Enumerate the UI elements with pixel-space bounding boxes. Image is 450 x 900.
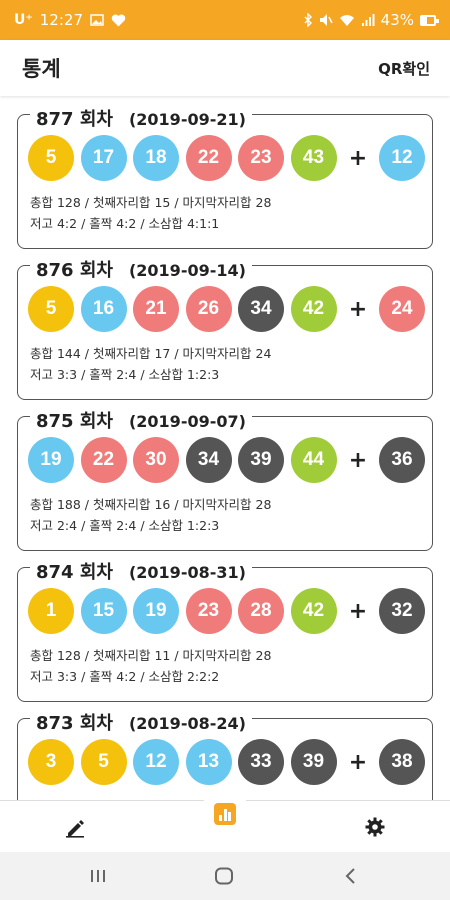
plus-sign: + bbox=[348, 447, 368, 473]
page-title: 통계 bbox=[22, 57, 61, 81]
round-header: 876 회차 (2019-09-14) bbox=[30, 256, 252, 282]
round-header: 874 회차 (2019-08-31) bbox=[30, 558, 252, 584]
qr-check-button[interactable]: QR확인 bbox=[378, 59, 430, 78]
round-list[interactable]: 877 회차 (2019-09-21) 5 17 18 22 23 43 +12 총합 128 /… bbox=[0, 96, 450, 800]
bluetooth-icon bbox=[303, 13, 313, 27]
pencil-icon[interactable] bbox=[62, 815, 88, 839]
round-number: 876 회차 bbox=[36, 260, 113, 281]
ball-row: 3 5 12 13 33 39 +38 bbox=[28, 739, 432, 785]
lotto-ball: 44 bbox=[290, 437, 337, 483]
lotto-ball: 5 bbox=[28, 135, 74, 181]
stats-tab-button[interactable] bbox=[200, 789, 250, 839]
lotto-ball: 39 bbox=[290, 739, 337, 785]
back-icon[interactable] bbox=[340, 866, 360, 886]
image-icon bbox=[90, 14, 104, 26]
lotto-ball: 34 bbox=[238, 286, 284, 332]
recent-apps-icon[interactable] bbox=[88, 866, 108, 886]
round-number: 877 회차 bbox=[36, 109, 113, 130]
round-header: 875 회차 (2019-09-07) bbox=[30, 407, 252, 433]
lotto-ball: 17 bbox=[80, 135, 127, 181]
status-left: U⁺ 12:27 bbox=[14, 11, 126, 29]
round-number: 873 회차 bbox=[36, 713, 113, 734]
heart-icon bbox=[111, 14, 126, 27]
wifi-icon bbox=[339, 14, 355, 27]
stat-summary-line: 총합 128 / 첫째자리합 15 / 마지막자리합 28 bbox=[30, 195, 272, 210]
bonus-ball: 38 bbox=[379, 739, 425, 785]
round-date: (2019-08-31) bbox=[128, 563, 246, 582]
stat-ratio-line: 저고 4:2 / 홀짝 4:2 / 소삼합 4:1:1 bbox=[30, 216, 220, 231]
lotto-ball: 30 bbox=[133, 437, 179, 483]
battery-icon bbox=[420, 14, 439, 26]
status-right: 43% bbox=[303, 11, 439, 29]
lotto-ball: 1 bbox=[28, 588, 74, 634]
round-number: 875 회차 bbox=[36, 411, 113, 432]
bar-chart-icon bbox=[214, 803, 236, 825]
round-number: 874 회차 bbox=[36, 562, 113, 583]
lotto-ball: 23 bbox=[238, 135, 284, 181]
plus-sign: + bbox=[348, 145, 368, 171]
status-time: 12:27 bbox=[39, 11, 83, 29]
ball-row: 19 22 30 34 39 44 +36 bbox=[28, 437, 432, 483]
bottom-nav bbox=[0, 789, 450, 852]
app-bar: 통계 QR확인 bbox=[0, 40, 450, 96]
lotto-ball: 16 bbox=[80, 286, 127, 332]
round-date: (2019-08-24) bbox=[128, 714, 246, 733]
ball-row: 5 16 21 26 34 42 +24 bbox=[28, 286, 432, 332]
round-card[interactable]: 875 회차 (2019-09-07) 19 22 30 34 39 44 +36 총합 188 … bbox=[17, 407, 433, 551]
lotto-ball: 23 bbox=[185, 588, 232, 634]
system-nav bbox=[0, 852, 450, 900]
plus-sign: + bbox=[348, 296, 368, 322]
round-card[interactable]: 876 회차 (2019-09-14) 5 16 21 26 34 42 +24 총합 144 /… bbox=[17, 256, 433, 400]
signal-icon bbox=[361, 13, 375, 27]
lotto-ball: 19 bbox=[133, 588, 179, 634]
round-card[interactable]: 873 회차 (2019-08-24) 3 5 12 13 33 39 +38 bbox=[17, 709, 433, 800]
lotto-ball: 22 bbox=[80, 437, 127, 483]
lotto-ball: 26 bbox=[185, 286, 232, 332]
bonus-ball: 24 bbox=[379, 286, 425, 332]
lotto-ball: 5 bbox=[28, 286, 74, 332]
lotto-ball: 39 bbox=[238, 437, 284, 483]
lotto-ball: 3 bbox=[28, 739, 74, 785]
bonus-ball: 32 bbox=[379, 588, 425, 634]
stat-summary-line: 총합 144 / 첫째자리합 17 / 마지막자리합 24 bbox=[30, 346, 272, 361]
lotto-ball: 15 bbox=[80, 588, 127, 634]
lotto-ball: 43 bbox=[290, 135, 337, 181]
round-date: (2019-09-07) bbox=[128, 412, 246, 431]
lotto-ball: 12 bbox=[133, 739, 179, 785]
lotto-ball: 22 bbox=[185, 135, 232, 181]
plus-sign: + bbox=[348, 749, 368, 775]
home-icon[interactable] bbox=[213, 866, 235, 886]
round-card[interactable]: 874 회차 (2019-08-31) 1 15 19 23 28 42 +32 총합 128 /… bbox=[17, 558, 433, 702]
gear-icon[interactable] bbox=[362, 815, 388, 839]
round-header: 873 회차 (2019-08-24) bbox=[30, 709, 252, 735]
stat-summary-line: 총합 128 / 첫째자리합 11 / 마지막자리합 28 bbox=[30, 648, 272, 663]
ball-row: 5 17 18 22 23 43 +12 bbox=[28, 135, 432, 181]
battery-percent: 43% bbox=[380, 11, 414, 29]
round-header: 877 회차 (2019-09-21) bbox=[30, 105, 252, 131]
lotto-ball: 21 bbox=[133, 286, 179, 332]
lotto-ball: 28 bbox=[238, 588, 284, 634]
stat-ratio-line: 저고 3:3 / 홀짝 4:2 / 소삼합 2:2:2 bbox=[30, 669, 220, 684]
lotto-ball: 42 bbox=[290, 286, 337, 332]
lotto-ball: 5 bbox=[80, 739, 127, 785]
stat-ratio-line: 저고 2:4 / 홀짝 2:4 / 소삼합 1:2:3 bbox=[30, 518, 220, 533]
plus-sign: + bbox=[348, 598, 368, 624]
round-card[interactable]: 877 회차 (2019-09-21) 5 17 18 22 23 43 +12 총합 128 /… bbox=[17, 105, 433, 249]
status-bar: U⁺ 12:27 43% bbox=[0, 0, 450, 40]
stat-ratio-line: 저고 3:3 / 홀짝 2:4 / 소삼합 1:2:3 bbox=[30, 367, 220, 382]
bonus-ball: 36 bbox=[379, 437, 425, 483]
lotto-ball: 13 bbox=[185, 739, 232, 785]
carrier-label: U⁺ bbox=[14, 12, 33, 28]
round-date: (2019-09-21) bbox=[128, 110, 246, 129]
stat-summary-line: 총합 188 / 첫째자리합 16 / 마지막자리합 28 bbox=[30, 497, 272, 512]
ball-row: 1 15 19 23 28 42 +32 bbox=[28, 588, 432, 634]
lotto-ball: 19 bbox=[28, 437, 74, 483]
round-date: (2019-09-14) bbox=[128, 261, 246, 280]
lotto-ball: 42 bbox=[290, 588, 337, 634]
bonus-ball: 12 bbox=[379, 135, 425, 181]
lotto-ball: 33 bbox=[238, 739, 284, 785]
lotto-ball: 34 bbox=[185, 437, 232, 483]
lotto-ball: 18 bbox=[133, 135, 179, 181]
mute-icon bbox=[319, 13, 333, 27]
